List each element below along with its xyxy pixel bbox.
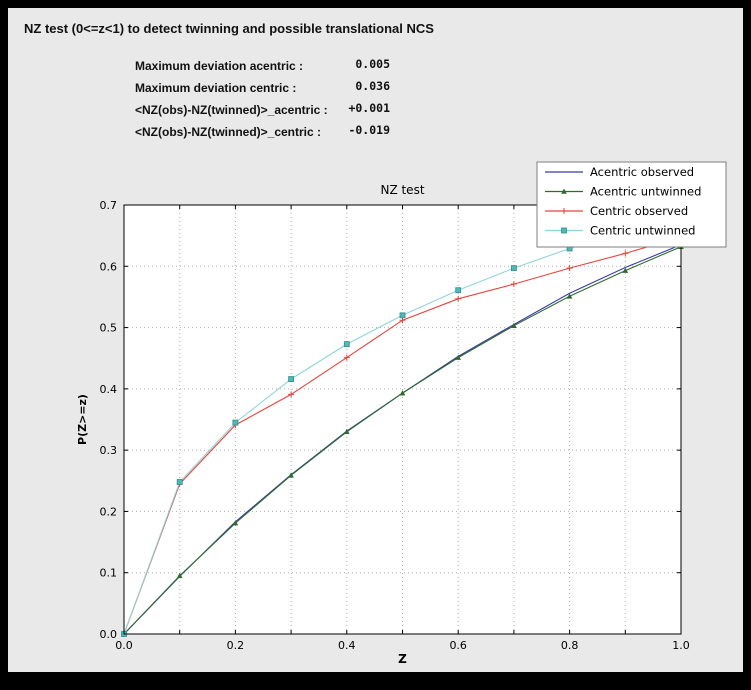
y-tick-label: 0.3 <box>100 444 118 457</box>
x-tick-label: 0.0 <box>115 639 133 652</box>
x-tick-label: 0.2 <box>227 639 245 652</box>
y-tick-label: 0.1 <box>100 567 118 580</box>
y-tick-label: 0.2 <box>100 505 118 518</box>
stat-label: <NZ(obs)-NZ(twinned)>_acentric : <box>135 103 328 117</box>
x-tick-label: 0.8 <box>561 639 579 652</box>
marker-triangle <box>561 188 567 194</box>
stat-label: Maximum deviation acentric : <box>135 59 304 73</box>
stats-block: Maximum deviation acentric : 0.005 Maxim… <box>135 57 435 153</box>
marker-plus <box>399 317 406 324</box>
series-acentric-untwinned <box>121 243 684 637</box>
y-tick-label: 0.5 <box>100 322 118 335</box>
legend-label-centric-untwinned: Centric untwinned <box>590 224 695 238</box>
x-tick-label: 1.0 <box>672 639 690 652</box>
marker-triangle <box>288 472 294 478</box>
stat-row-max-dev-acentric: Maximum deviation acentric : 0.005 <box>135 57 435 73</box>
stat-label: <NZ(obs)-NZ(twinned)>_centric : <box>135 125 322 139</box>
marker-square <box>343 341 350 348</box>
marker-square <box>455 287 462 294</box>
y-tick-label: 0.0 <box>100 628 118 641</box>
marker-square <box>288 376 295 382</box>
marker-triangle <box>344 428 350 435</box>
marker-plus <box>561 208 567 214</box>
plot-area <box>124 205 681 634</box>
y-tick-label: 0.7 <box>100 199 118 212</box>
stat-value: 0.005 <box>355 57 390 71</box>
marker-triangle <box>176 572 183 579</box>
x-tick-label: 0.6 <box>449 639 467 652</box>
marker-triangle <box>511 322 517 329</box>
stat-row-max-dev-centric: Maximum deviation centric : 0.036 <box>135 79 435 95</box>
marker-square <box>561 227 567 234</box>
marker-triangle <box>232 520 239 526</box>
legend-label-acentric-observed: Acentric observed <box>590 165 694 179</box>
stat-label: Maximum deviation centric : <box>135 81 297 95</box>
stat-value: 0.036 <box>355 79 390 93</box>
marker-square <box>232 419 239 426</box>
marker-plus <box>566 265 573 272</box>
x-axis-label: Z <box>398 652 407 666</box>
plot-panel: NZ test (0<=z<1) to detect twinning and … <box>8 8 743 672</box>
marker-triangle <box>622 267 629 273</box>
marker-plus <box>288 391 295 398</box>
page-title: NZ test (0<=z<1) to detect twinning and … <box>24 21 434 36</box>
marker-triangle <box>399 390 406 396</box>
marker-plus <box>622 250 629 257</box>
marker-triangle <box>566 293 573 299</box>
marker-plus <box>343 354 350 361</box>
nz-test-chart: 0.0 0.2 0.4 0.6 0.8 1.0 0.0 0.1 0.2 0.3 0.4 0.5 0.6 0… <box>76 161 727 666</box>
marker-square <box>399 312 406 319</box>
legend-label-centric-observed: Centric observed <box>590 204 688 218</box>
stat-value: +0.001 <box>348 101 390 115</box>
marker-square <box>510 265 517 272</box>
y-axis-label: P(Z>=z) <box>76 394 89 445</box>
marker-plus <box>455 295 462 302</box>
stat-row-mean-dev-centric: <NZ(obs)-NZ(twinned)>_centric : -0.019 <box>135 123 435 139</box>
x-tick-label: 0.4 <box>338 639 356 652</box>
legend-box <box>536 161 727 248</box>
stat-row-mean-dev-acentric: <NZ(obs)-NZ(twinned)>_acentric : +0.001 <box>135 101 435 117</box>
marker-square <box>176 479 183 485</box>
legend-label-acentric-untwinned: Acentric untwinned <box>590 185 701 199</box>
marker-triangle <box>455 354 461 360</box>
y-tick-label: 0.4 <box>100 383 118 396</box>
marker-plus <box>510 281 517 288</box>
y-tick-label: 0.6 <box>100 260 118 273</box>
chart-title: NZ test <box>380 183 424 197</box>
stat-value: -0.019 <box>348 123 390 137</box>
legend: Acentric observed Acentric untwinned Centr… <box>536 161 727 248</box>
